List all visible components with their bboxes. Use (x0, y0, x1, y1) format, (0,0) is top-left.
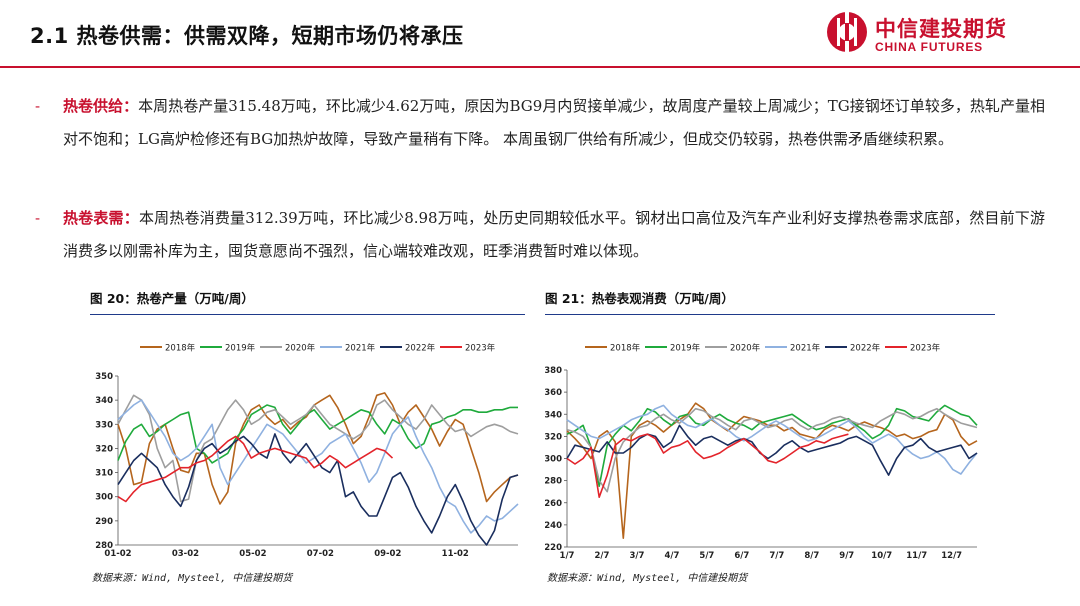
consumption-line-chart: 2018年 2019年 2020年 2021年 2022年 2023年 220 240 260 2… (545, 343, 978, 560)
series-line-2021年 (566, 404, 978, 475)
series-line-2022年 (117, 433, 519, 546)
slide-header: 2.1 热卷供需：供需双降，短期市场仍将承压 中信建投期货 CHINA FUTU… (0, 0, 1080, 66)
y-tick-label: 320 (545, 432, 562, 442)
legend-label: 2020年 (285, 343, 316, 354)
series-line-2019年 (566, 404, 978, 487)
x-tick-label: 8/7 (804, 551, 819, 560)
x-tick-label: 01-02 (104, 549, 131, 559)
x-tick-label: 10/7 (871, 551, 892, 560)
y-tick-label: 340 (95, 396, 113, 406)
x-tick-label: 9/7 (839, 551, 854, 560)
header-divider (0, 66, 1080, 68)
x-tick-label: 07-02 (307, 549, 334, 559)
x-tick-label: 7/7 (769, 551, 784, 560)
y-tick-label: 220 (545, 543, 562, 553)
legend-label: 2023年 (910, 343, 941, 354)
y-tick-label: 300 (545, 455, 562, 465)
x-tick-label: 6/7 (734, 551, 749, 560)
bullet-dash: - (35, 209, 41, 227)
y-tick-label: 340 (545, 410, 562, 420)
x-tick-label: 11-02 (442, 549, 469, 559)
legend-label: 2018年 (165, 343, 196, 354)
x-tick-label: 2/7 (595, 551, 610, 560)
chart-panel-production: 图 20：热卷产量（万吨/周） 2018年 2019年 2020年 2021年 2022… (90, 288, 530, 588)
company-logo: 中信建投期货 CHINA FUTURES (825, 10, 1075, 58)
x-tick-label: 5/7 (699, 551, 714, 560)
y-tick-label: 240 (545, 521, 562, 531)
chart-title: 图 20：热卷产量（万吨/周） (90, 291, 254, 306)
x-tick-label: 09-02 (374, 549, 401, 559)
y-tick-label: 360 (545, 388, 562, 398)
legend-label: 2018年 (610, 343, 641, 354)
series-line-2021年 (117, 399, 519, 534)
bullet-paragraph: 热卷表需：本周热卷消费量312.39万吨，环比减少8.98万吨，处历史同期较低水… (63, 202, 1045, 268)
y-tick-label: 300 (95, 493, 113, 503)
y-tick-label: 290 (95, 517, 113, 527)
chart-source: 数据来源：Wind, Mysteel, 中信建投期货 (547, 573, 748, 584)
bullet-demand: - 热卷表需：本周热卷消费量312.39万吨，环比减少8.98万吨，处历史同期较… (35, 202, 1045, 268)
x-tick-label: 12/7 (941, 551, 962, 560)
series-line-2023年 (117, 435, 394, 503)
chart-legend: 2018年 2019年 2020年 2021年 2022年 2023年 (585, 343, 941, 354)
legend-label: 2022年 (850, 343, 881, 354)
citic-logo-icon (827, 12, 867, 52)
x-tick-label: 03-02 (172, 549, 199, 559)
legend-label: 2021年 (345, 343, 376, 354)
chart-panel-consumption: 图 21：热卷表观消费（万吨/周） 2018年 2019年 2020年 2021年 20… (545, 288, 1000, 588)
y-tick-label: 330 (95, 420, 113, 430)
y-tick-label: 380 (545, 366, 562, 376)
y-tick-label: 320 (95, 444, 113, 454)
production-line-chart: 2018年 2019年 2020年 2021年 2022年 2023年 280 290 300 3… (95, 343, 519, 559)
x-tick-label: 3/7 (629, 551, 644, 560)
bullet-paragraph: 热卷供给：本周热卷产量315.48万吨，环比减少4.62万吨，原因为BG9月内贸… (63, 90, 1045, 156)
legend-label: 2023年 (465, 343, 496, 354)
bullet-lead: 热卷供给： (63, 97, 139, 115)
bullet-text: 本周热卷消费量312.39万吨，环比减少8.98万吨，处历史同期较低水平。钢材出… (63, 209, 1045, 260)
x-tick-label: 11/7 (906, 551, 927, 560)
series-line-2018年 (117, 392, 519, 505)
legend-label: 2020年 (730, 343, 761, 354)
x-tick-label: 1/7 (560, 551, 575, 560)
series-line-2019年 (117, 404, 518, 464)
y-tick-label: 280 (95, 541, 113, 551)
series-line-2023年 (566, 433, 849, 498)
y-tick-label: 280 (545, 477, 562, 487)
page-title: 2.1 热卷供需：供需双降，短期市场仍将承压 (30, 24, 464, 48)
x-tick-label: 4/7 (664, 551, 679, 560)
bullet-lead: 热卷表需： (63, 209, 139, 227)
y-tick-label: 350 (95, 372, 113, 382)
series-line-2020年 (566, 407, 978, 493)
bullet-text: 本周热卷产量315.48万吨，环比减少4.62万吨，原因为BG9月内贸接单减少，… (63, 97, 1045, 148)
bullet-supply: - 热卷供给：本周热卷产量315.48万吨，环比减少4.62万吨，原因为BG9月… (35, 90, 1045, 156)
series-line-2022年 (566, 424, 978, 476)
chart-legend: 2018年 2019年 2020年 2021年 2022年 2023年 (140, 343, 496, 354)
chart-title-rule (90, 314, 525, 315)
chart-title-rule (545, 314, 995, 315)
x-tick-label: 05-02 (239, 549, 266, 559)
chart-title: 图 21：热卷表观消费（万吨/周） (545, 291, 734, 306)
y-tick-label: 260 (545, 499, 562, 509)
y-tick-label: 310 (95, 469, 113, 479)
legend-label: 2019年 (225, 343, 256, 354)
legend-label: 2019年 (670, 343, 701, 354)
chart-source: 数据来源：Wind, Mysteel, 中信建投期货 (92, 573, 293, 584)
series-line-2020年 (117, 394, 519, 503)
logo-english-name: CHINA FUTURES (875, 40, 983, 54)
bullet-dash: - (35, 97, 41, 115)
logo-chinese-name: 中信建投期货 (875, 17, 1007, 41)
legend-label: 2022年 (405, 343, 436, 354)
legend-label: 2021年 (790, 343, 821, 354)
